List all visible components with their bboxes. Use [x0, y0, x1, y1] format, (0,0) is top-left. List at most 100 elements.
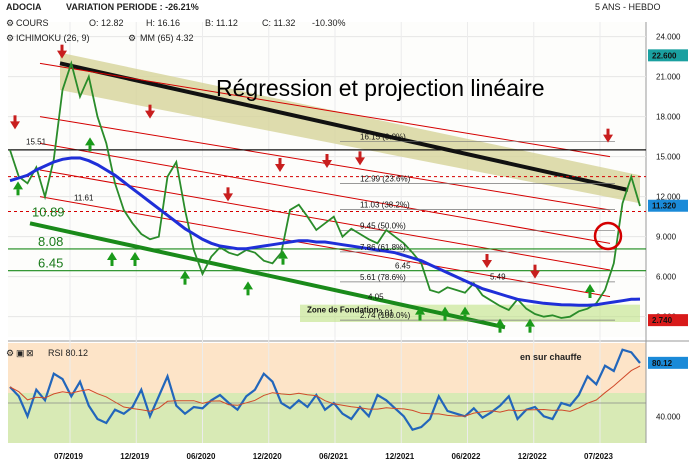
x-tick-label: 12/2022	[518, 452, 547, 461]
x-tick-label: 07/2019	[54, 452, 83, 461]
y-tick-label: 6.000	[656, 273, 677, 282]
sell-arrow-shaft	[60, 44, 64, 52]
x-tick-label: 06/2022	[452, 452, 481, 461]
sell-arrow-shaft	[325, 154, 329, 161]
buy-arrow-shaft	[246, 289, 250, 296]
buy-arrow-shaft	[16, 189, 20, 196]
sell-arrow-shaft	[13, 115, 17, 123]
timeframe-label: 5 ANS - HEBDO	[595, 2, 661, 12]
sell-arrow-shaft	[278, 158, 282, 165]
lower-trend-line	[29, 221, 506, 330]
side-label: 3.01	[378, 308, 394, 317]
signal-arrows	[10, 44, 613, 333]
buy-arrow-shaft	[110, 260, 114, 266]
x-tick-label: 12/2019	[120, 452, 149, 461]
sell-arrow	[57, 50, 67, 59]
x-tick-label: 06/2021	[319, 452, 348, 461]
side-label: 15.51	[26, 138, 47, 147]
buy-arrow	[525, 318, 535, 327]
sell-arrow	[322, 160, 332, 168]
side-label: 6.45	[395, 262, 411, 271]
close-icon[interactable]: ⊠	[26, 348, 34, 358]
buy-arrow	[415, 306, 425, 315]
buy-arrow	[107, 252, 117, 260]
buy-arrow-shaft	[463, 314, 467, 321]
ma-series-line	[9, 156, 641, 307]
regression-line	[39, 169, 611, 271]
fib-level-label: 11.03 (38.2%)	[360, 201, 410, 210]
price-badge	[648, 49, 688, 62]
sell-arrow	[10, 121, 20, 130]
chart-title: Régression et projection linéaire	[216, 75, 545, 101]
sell-arrow	[275, 164, 285, 172]
y-tick-label: 15.000	[656, 153, 681, 162]
price-badge-label: 11.320	[652, 202, 677, 211]
upper-trend-line	[59, 61, 629, 192]
buy-arrow-shaft	[183, 278, 187, 285]
period-variation: VARIATION PERIODE : -26.21%	[66, 2, 199, 12]
fib-level-label: 12.99 (23.6%)	[360, 174, 411, 183]
sell-arrow	[355, 157, 365, 166]
fib-level-label: 5.61 (78.6%)	[360, 273, 406, 282]
side-label: 11.61	[74, 194, 94, 203]
close-value: C: 11.32	[262, 18, 295, 28]
gear-icon[interactable]: ⚙	[6, 18, 14, 28]
rsi-overbought-zone	[8, 343, 646, 393]
price-badge-label: 22.600	[652, 51, 677, 60]
buy-arrow	[180, 270, 190, 279]
rsi-badge-label: 80.12	[652, 359, 673, 368]
rsi-tick-label: 40.000	[656, 412, 681, 421]
sell-arrow-shaft	[533, 264, 537, 272]
low-value: B: 11.12	[205, 18, 238, 28]
open-value: O: 12.82	[89, 18, 124, 28]
close-icon[interactable]: ▣	[16, 348, 25, 358]
buy-arrow-shaft	[443, 314, 447, 321]
gear-icon[interactable]: ⚙	[6, 33, 14, 43]
cours-label: COURS	[16, 18, 49, 28]
y-tick-label: 18.000	[656, 113, 681, 122]
rsi-badge	[648, 356, 688, 369]
buy-arrow-shaft	[498, 326, 502, 333]
gear-icon[interactable]: ⚙	[6, 348, 14, 358]
level-labels: 8.08 6.45 16.15 (0.0%) 12.99 (23.6%) 11.03 (…	[26, 132, 506, 320]
rsi-signal-line	[9, 365, 641, 417]
buy-arrow-shaft	[528, 326, 532, 333]
sell-arrow-shaft	[485, 254, 489, 261]
rsi-label: RSI 80.12	[48, 348, 88, 358]
ma-label: MM (65) 4.32	[140, 33, 194, 43]
ichimoku-label: ICHIMOKU (26, 9)	[16, 33, 90, 43]
buy-arrow-shaft	[588, 292, 592, 298]
fib-level-label: 16.15 (0.0%)	[360, 132, 406, 141]
buy-arrow-shaft	[281, 258, 285, 265]
fib-level-label: 7.86 (61.8%)	[360, 243, 406, 252]
buy-arrow-shaft	[133, 260, 137, 266]
side-label: 10.89	[32, 205, 65, 220]
regression-line	[39, 142, 611, 244]
buy-arrow	[585, 284, 595, 292]
buy-arrow	[440, 306, 450, 315]
price-series-line	[9, 60, 641, 319]
buy-arrow	[495, 318, 505, 327]
foundation-zone	[300, 304, 640, 322]
sell-arrow	[482, 260, 492, 268]
foundation-zone-label: Zone de Fondation	[307, 306, 379, 315]
buy-arrow	[460, 306, 470, 315]
buy-arrow-shaft	[88, 145, 92, 152]
price-badge-label: 2.740	[652, 316, 673, 325]
support-label: 8.08	[38, 234, 63, 249]
sell-arrow	[145, 110, 155, 119]
sell-arrow	[530, 270, 540, 279]
buy-arrow	[85, 137, 95, 146]
change-value: -10.30%	[312, 18, 346, 28]
sell-arrow	[603, 134, 613, 143]
sell-arrow-shaft	[148, 104, 152, 112]
gear-icon[interactable]: ⚙	[128, 33, 136, 43]
ticker-name: ADOCIA	[6, 2, 42, 12]
y-tick-label: 24.000	[656, 33, 681, 42]
side-label: 4.05	[368, 292, 384, 301]
series	[9, 60, 641, 431]
fib-level-label: 9.45 (50.0%)	[360, 222, 406, 231]
x-tick-label: 12/2021	[385, 452, 414, 461]
sell-arrow-shaft	[358, 151, 362, 159]
